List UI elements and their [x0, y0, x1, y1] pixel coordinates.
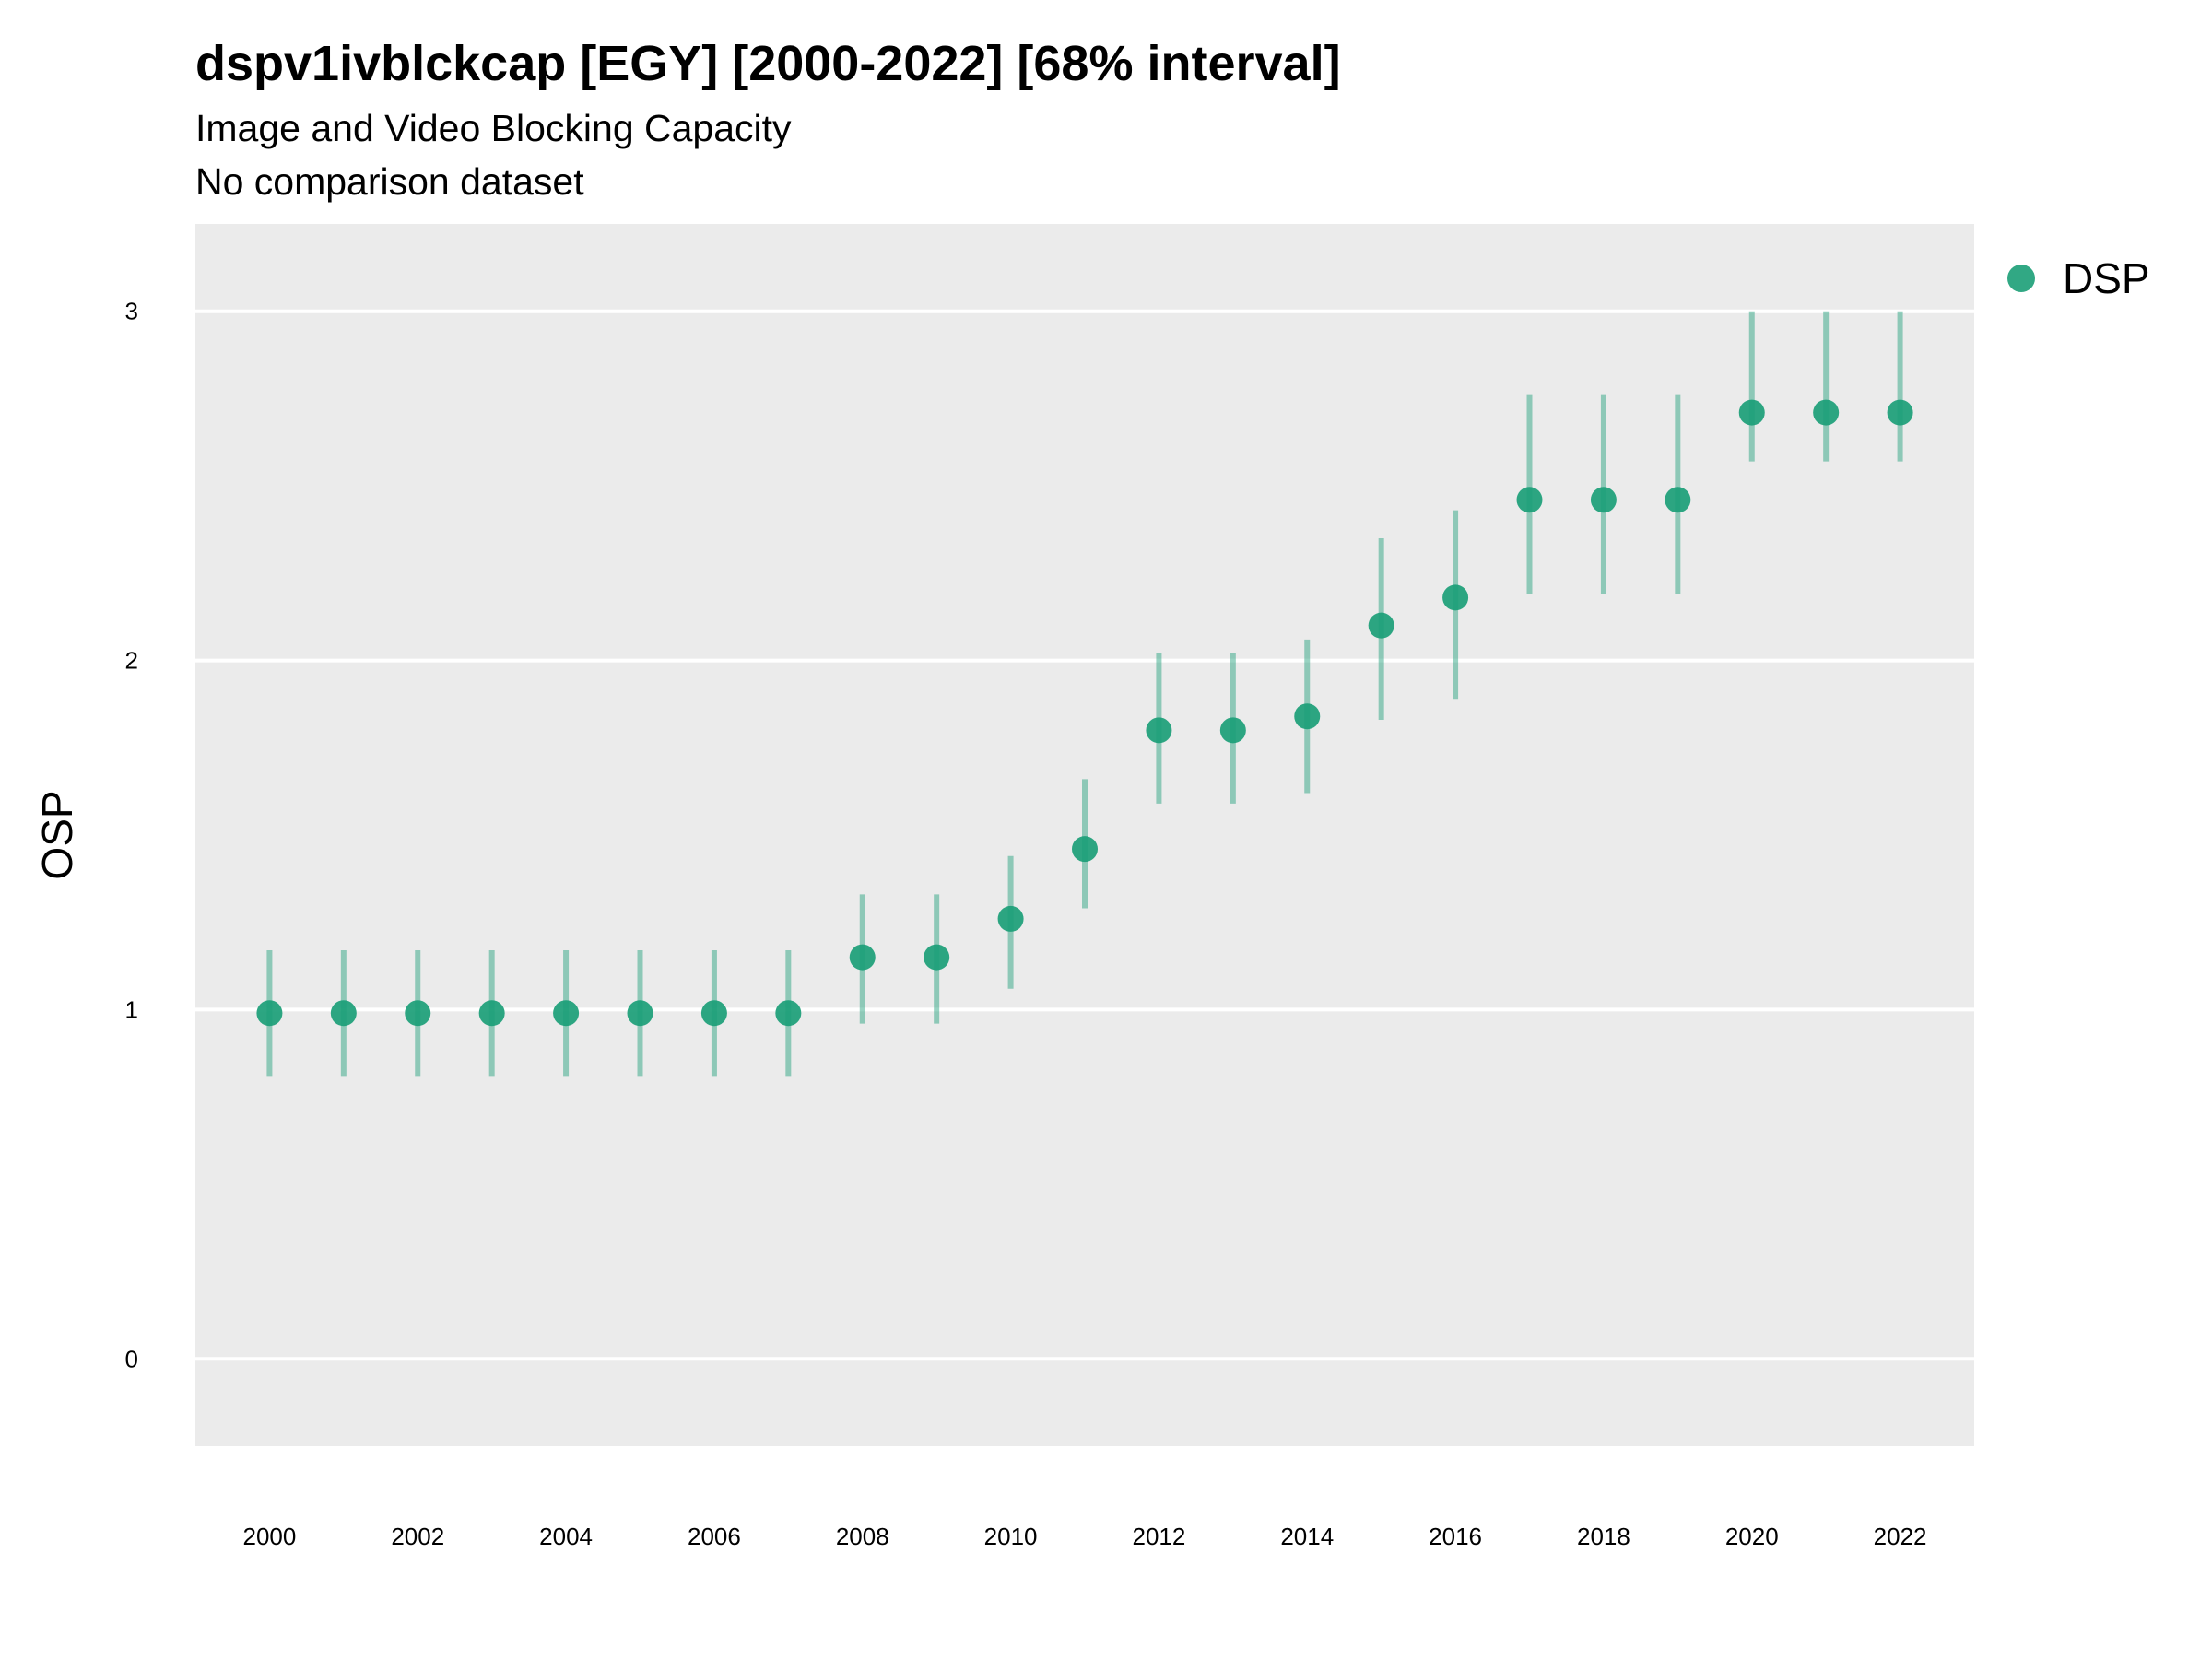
data-point	[1738, 399, 1765, 426]
x-tick-label: 2002	[391, 1523, 444, 1550]
x-tick-label: 2020	[1725, 1523, 1779, 1550]
y-axis-title: OSP	[33, 790, 81, 879]
data-point	[700, 1000, 727, 1027]
x-tick-label: 2000	[242, 1523, 296, 1550]
x-tick-label: 2008	[836, 1523, 889, 1550]
data-point	[1813, 399, 1840, 426]
data-point	[1146, 717, 1172, 744]
y-axis-tick-labels: 0 1 2 3	[125, 298, 138, 1373]
x-tick-label: 2016	[1429, 1523, 1482, 1550]
x-tick-label: 2014	[1280, 1523, 1334, 1550]
data-point	[330, 1000, 357, 1027]
y-tick-label: 0	[125, 1345, 138, 1372]
data-point	[775, 1000, 802, 1027]
data-point	[1887, 399, 1913, 426]
data-points	[256, 399, 1913, 1027]
data-point	[1219, 717, 1246, 744]
y-tick-label: 2	[125, 647, 138, 675]
data-point	[478, 1000, 505, 1027]
data-point	[924, 944, 950, 971]
data-point	[1665, 487, 1691, 513]
x-axis-tick-labels: 2000 2002 2004 2006 2008 2010 2012 2014 2016 2018…	[242, 1523, 1926, 1550]
plot-panel-background	[195, 224, 1974, 1446]
data-point	[1516, 487, 1543, 513]
x-tick-label: 2018	[1577, 1523, 1630, 1550]
x-tick-label: 2022	[1874, 1523, 1927, 1550]
data-point	[1590, 487, 1617, 513]
data-point	[1442, 584, 1469, 611]
data-point	[553, 1000, 580, 1027]
data-point	[256, 1000, 283, 1027]
data-point	[1294, 703, 1321, 730]
x-tick-label: 2012	[1132, 1523, 1185, 1550]
chart-caption: No comparison dataset	[195, 160, 584, 203]
legend: DSP	[2007, 254, 2150, 302]
data-point	[1072, 836, 1098, 863]
chart-subtitle: Image and Video Blocking Capacity	[195, 107, 792, 149]
x-tick-label: 2010	[984, 1523, 1038, 1550]
chart-title: dspv1ivblckcap [EGY] [2000-2022] [68% in…	[195, 36, 1341, 91]
x-tick-label: 2004	[539, 1523, 593, 1550]
x-tick-label: 2006	[688, 1523, 741, 1550]
y-tick-label: 1	[125, 995, 138, 1023]
data-point	[1368, 612, 1394, 639]
data-point	[997, 905, 1024, 932]
data-point	[849, 944, 876, 971]
data-point	[405, 1000, 431, 1027]
data-point	[627, 1000, 653, 1027]
legend-label-dsp: DSP	[2063, 254, 2150, 302]
legend-swatch-dsp	[2007, 265, 2035, 292]
y-tick-label: 3	[125, 298, 138, 325]
